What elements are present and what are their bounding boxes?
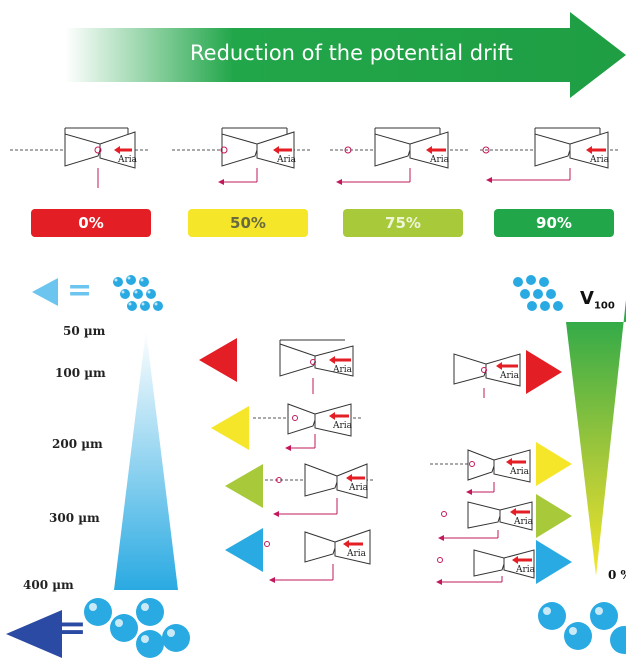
coarse-droplet-legend (6, 598, 626, 658)
reduction-label-50: 50% (188, 209, 308, 237)
svg-text:Aria: Aria (499, 371, 520, 381)
svg-text:Aria: Aria (429, 155, 450, 165)
middle-column: Aria Aria Aria Aria (199, 338, 375, 583)
olive-arrow-icon (225, 464, 263, 508)
svg-text:Aria: Aria (117, 155, 138, 165)
drift-reduction-arrow (65, 12, 626, 98)
coarse-equals-sign: = (58, 608, 87, 648)
svg-text:Aria: Aria (515, 565, 536, 575)
top-nozzle-row: Aria Aria Aria Aria (10, 127, 620, 188)
large-droplets-left (84, 598, 190, 658)
volume-triangle (566, 300, 626, 576)
size-label-50: 50 µm (63, 324, 106, 338)
volume-subscript: 100 (593, 300, 615, 312)
coarse-arrow-icon (6, 610, 62, 658)
fine-arrow-icon (32, 278, 58, 306)
nozzle-diagram-0: Aria (10, 127, 150, 188)
fine-equals-sign: = (67, 273, 93, 308)
size-label-400: 400 µm (23, 578, 74, 592)
nozzle-diagram-90: Aria (480, 127, 620, 183)
svg-text:Aria: Aria (589, 155, 610, 165)
svg-text:Aria: Aria (346, 549, 367, 559)
nozzle-diagram-50: Aria (172, 127, 312, 185)
svg-text:Aria: Aria (513, 517, 534, 527)
reduction-label-0: 0% (31, 209, 151, 237)
svg-text:Aria: Aria (332, 421, 353, 431)
red-arrow-right-icon (526, 350, 562, 394)
size-label-200: 200 µm (52, 437, 103, 451)
yellow-arrow-right-icon (536, 442, 572, 486)
reduction-label-90: 90% (494, 209, 614, 237)
size-label-100: 100 µm (55, 366, 106, 380)
large-droplets-right (538, 602, 626, 654)
size-label-300: 300 µm (49, 511, 100, 525)
volume-letter: V (580, 288, 594, 309)
volume-bottom-label: 0 % (608, 568, 626, 582)
svg-text:Aria: Aria (509, 467, 530, 477)
svg-text:Aria: Aria (276, 155, 297, 165)
fine-droplet-legend (32, 275, 163, 311)
svg-text:Aria: Aria (348, 483, 369, 493)
right-column: Aria Aria Aria Aria (430, 275, 626, 585)
svg-text:Aria: Aria (332, 365, 353, 375)
reduction-label-75: 75% (343, 209, 463, 237)
olive-arrow-right-icon (536, 494, 572, 538)
banner-title: Reduction of the potential drift (190, 41, 513, 65)
blue-arrow-right-icon (536, 540, 572, 584)
blue-arrow-icon (225, 528, 263, 572)
nozzle-diagram-75: Aria (330, 127, 470, 185)
red-arrow-icon (199, 338, 237, 382)
droplet-size-triangle (114, 330, 178, 590)
volume-label: V100 (580, 288, 615, 312)
yellow-arrow-icon (211, 406, 249, 450)
